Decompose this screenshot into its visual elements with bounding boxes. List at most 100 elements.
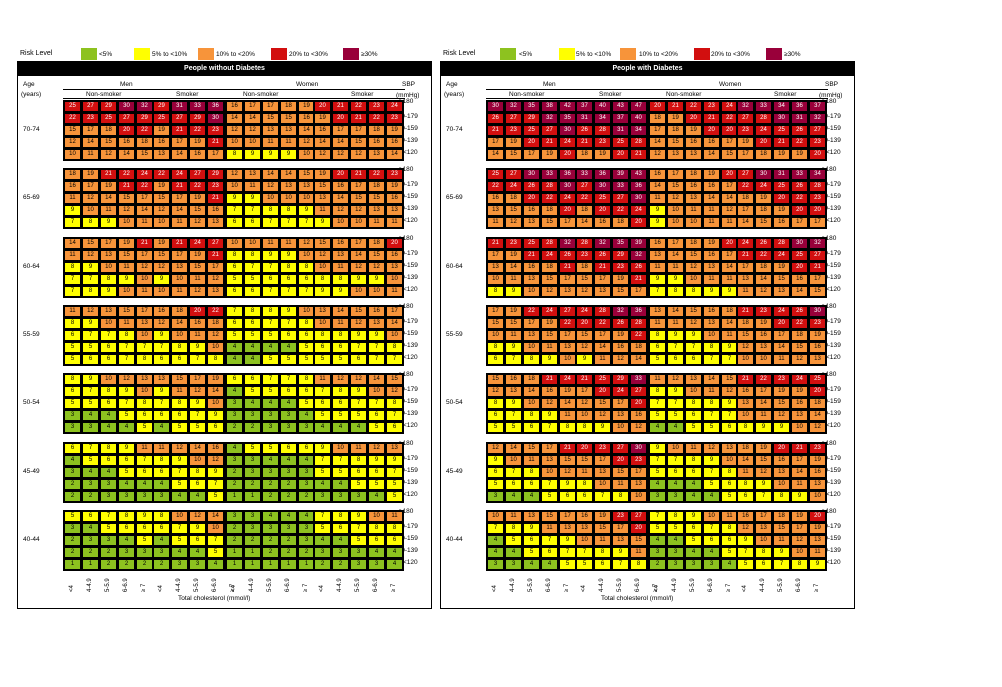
sbp-label: 160-179	[394, 181, 418, 189]
risk-cell: 18	[101, 126, 116, 135]
risk-cell: 25	[524, 126, 539, 135]
risk-cell: 24	[542, 250, 557, 260]
risk-cell: 22	[631, 330, 646, 340]
sbp-label: ≥180	[822, 371, 837, 379]
subgroup-rule	[486, 98, 575, 99]
risk-cell: 17	[738, 206, 753, 216]
risk-cell: 11	[686, 206, 701, 216]
legend: Risk Level <5% 5% to <10% 10% to <20% 20…	[20, 48, 820, 62]
risk-cell: 16	[650, 238, 665, 248]
risk-cell: 7	[281, 318, 296, 328]
risk-cell: 6	[560, 491, 575, 501]
risk-cell: 14	[315, 138, 330, 147]
risk-cell: 19	[810, 330, 825, 340]
sbp-label: 120-139	[394, 137, 418, 144]
risk-cell: 20	[722, 238, 737, 248]
risk-cell: 21	[208, 250, 223, 260]
risk-cell: 2	[281, 491, 296, 501]
risk-cell: 15	[387, 375, 402, 385]
risk-cell: 30	[774, 114, 789, 123]
risk-cell: 12	[506, 218, 521, 228]
risk-cell: 13	[810, 354, 825, 364]
risk-cell: 10	[137, 330, 152, 340]
risk-cell: 3	[281, 411, 296, 421]
risk-cell: 16	[756, 330, 771, 340]
risk-cell: 8	[315, 330, 330, 340]
risk-cell: 4	[190, 491, 205, 501]
risk-cell: 5	[542, 491, 557, 501]
risk-cell: 4	[154, 423, 169, 433]
risk-cell: 10	[245, 138, 260, 147]
legend-label-5to10: 5% to <10%	[576, 51, 612, 58]
risk-cell: 18	[738, 194, 753, 204]
risk-cell: 8	[172, 399, 187, 409]
risk-cell: 7	[738, 547, 753, 557]
risk-cell: 19	[315, 114, 330, 123]
risk-cell: 6	[387, 423, 402, 433]
risk-cell: 22	[792, 318, 807, 328]
risk-cell: 6	[65, 330, 80, 340]
risk-cell: 6	[722, 423, 737, 433]
risk-cell: 12	[756, 467, 771, 477]
risk-cell: 17	[792, 455, 807, 465]
risk-cell: 19	[792, 150, 807, 159]
risk-cell: 17	[738, 262, 753, 272]
cholesterol-tick-label: 5-5.9	[617, 578, 623, 592]
risk-cell: 16	[299, 114, 314, 123]
risk-cell: 10	[315, 318, 330, 328]
risk-cell: 9	[650, 206, 665, 216]
risk-cell: 26	[613, 318, 628, 328]
risk-cell: 10	[577, 411, 592, 421]
risk-cell: 14	[577, 218, 592, 228]
risk-cell: 11	[154, 443, 169, 453]
legend-title: Risk Level	[443, 50, 476, 57]
risk-cell: 8	[65, 375, 80, 385]
risk-cell: 10	[172, 330, 187, 340]
risk-grid: 21 22 23 24 25 16 17 19 19 20 13 14 15 16 18 10 11 12 13 14…	[736, 373, 827, 435]
risk-cell: 11	[65, 306, 80, 316]
risk-cell: 17	[488, 306, 503, 316]
risk-cell: 14	[137, 206, 152, 216]
cholesterol-tick-label: ≥ 7	[814, 583, 820, 592]
risk-cell: 14	[333, 306, 348, 316]
risk-cell: 7	[668, 399, 683, 409]
risk-cell: 17	[560, 511, 575, 521]
risk-cell: 25	[613, 138, 628, 147]
risk-cell: 4	[333, 423, 348, 433]
risk-cell: 30	[631, 194, 646, 204]
risk-cell: 7	[668, 455, 683, 465]
risk-cell: 10	[560, 354, 575, 364]
risk-cell: 22	[738, 182, 753, 192]
risk-cell: 14	[704, 194, 719, 204]
risk-cell: 8	[172, 342, 187, 352]
risk-cell: 6	[668, 467, 683, 477]
risk-cell: 12	[333, 206, 348, 216]
risk-cell: 15	[190, 206, 205, 216]
risk-cell: 4	[650, 479, 665, 489]
risk-cell: 12	[172, 443, 187, 453]
risk-cell: 12	[686, 262, 701, 272]
risk-cell: 10	[524, 342, 539, 352]
risk-cell: 7	[263, 262, 278, 272]
risk-cell: 6	[524, 535, 539, 545]
risk-cell: 29	[154, 102, 169, 111]
risk-cell: 4	[281, 455, 296, 465]
risk-cell: 9	[542, 354, 557, 364]
cholesterol-tick-label: 4-4.9	[87, 578, 93, 592]
risk-cell: 4	[704, 547, 719, 557]
risk-cell: 12	[333, 150, 348, 159]
cholesterol-tick-label: ≥ 7	[303, 583, 309, 592]
sbp-label: ≥180	[399, 507, 414, 515]
risk-cell: 9	[722, 399, 737, 409]
risk-cell: 4	[722, 559, 737, 569]
risk-cell: 20	[119, 126, 134, 135]
risk-cell: 8	[524, 354, 539, 364]
risk-cell: 22	[65, 114, 80, 123]
risk-cell: 27	[560, 306, 575, 316]
risk-cell: 11	[281, 138, 296, 147]
risk-cell: 15	[560, 455, 575, 465]
risk-cell: 2	[227, 423, 242, 433]
risk-cell: 9	[281, 150, 296, 159]
risk-cell: 16	[686, 182, 701, 192]
